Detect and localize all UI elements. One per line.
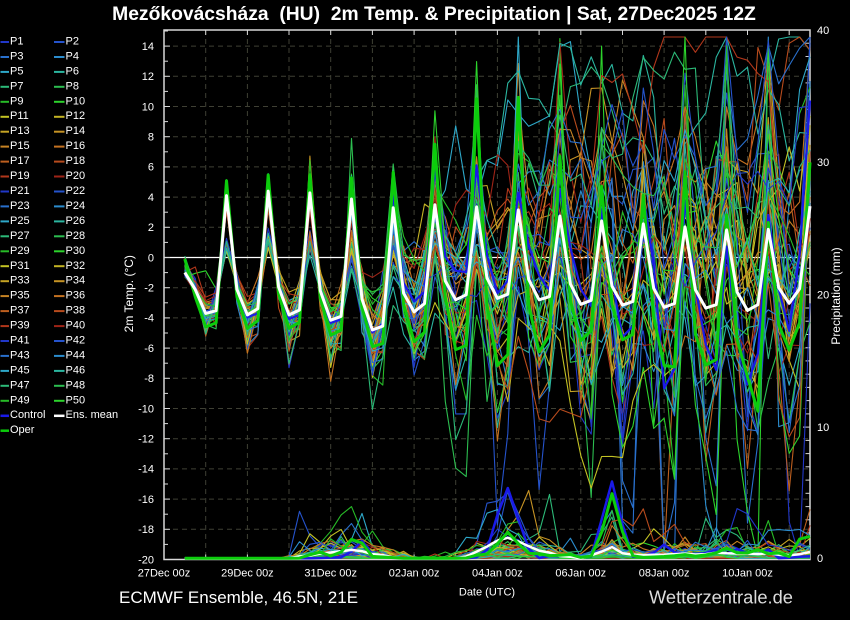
svg-text:-10: -10: [138, 403, 154, 415]
svg-text:P26: P26: [66, 215, 86, 227]
svg-text:P45: P45: [10, 364, 30, 376]
svg-text:P33: P33: [10, 275, 30, 287]
svg-text:Wetterzentrale.de: Wetterzentrale.de: [649, 587, 793, 608]
svg-text:P23: P23: [10, 200, 30, 212]
svg-text:-20: -20: [138, 554, 154, 566]
svg-text:8: 8: [148, 132, 154, 144]
svg-text:P15: P15: [10, 140, 30, 152]
svg-text:-12: -12: [138, 434, 154, 446]
svg-text:-8: -8: [144, 373, 154, 385]
svg-text:P7: P7: [10, 80, 23, 92]
svg-text:4: 4: [148, 192, 154, 204]
svg-text:06Jan 00z: 06Jan 00z: [555, 568, 606, 580]
svg-text:P25: P25: [10, 215, 30, 227]
svg-text:30: 30: [817, 157, 829, 169]
svg-text:P8: P8: [66, 80, 79, 92]
svg-text:P37: P37: [10, 305, 30, 317]
svg-text:P31: P31: [10, 260, 30, 272]
svg-text:P44: P44: [66, 349, 86, 361]
svg-text:27Dec 00z: 27Dec 00z: [138, 568, 191, 580]
svg-text:Date (UTC): Date (UTC): [459, 587, 515, 599]
svg-text:P49: P49: [10, 394, 30, 406]
svg-text:P27: P27: [10, 230, 30, 242]
svg-text:Ens. mean: Ens. mean: [66, 409, 119, 421]
svg-text:0: 0: [148, 252, 154, 264]
svg-text:-6: -6: [144, 343, 154, 355]
svg-text:P40: P40: [66, 320, 86, 332]
svg-text:P19: P19: [10, 170, 30, 182]
svg-text:P9: P9: [10, 95, 23, 107]
svg-text:-2: -2: [144, 283, 154, 295]
svg-text:31Dec 00z: 31Dec 00z: [304, 568, 357, 580]
svg-text:04Jan 00z: 04Jan 00z: [472, 568, 523, 580]
svg-text:P18: P18: [66, 155, 86, 167]
svg-text:-4: -4: [144, 313, 154, 325]
svg-text:P38: P38: [66, 305, 86, 317]
svg-text:P32: P32: [66, 260, 86, 272]
svg-text:P46: P46: [66, 364, 86, 376]
svg-text:08Jan 00z: 08Jan 00z: [639, 568, 690, 580]
svg-text:10: 10: [142, 101, 154, 113]
svg-text:P29: P29: [10, 245, 30, 257]
svg-text:P30: P30: [66, 245, 86, 257]
svg-text:P10: P10: [66, 95, 86, 107]
svg-text:P21: P21: [10, 185, 30, 197]
svg-text:10: 10: [817, 422, 829, 434]
svg-text:6: 6: [148, 162, 154, 174]
svg-text:P34: P34: [66, 275, 86, 287]
svg-text:12: 12: [142, 71, 154, 83]
svg-text:P5: P5: [10, 65, 23, 77]
svg-text:P13: P13: [10, 125, 30, 137]
svg-text:14: 14: [142, 41, 154, 53]
svg-text:Mezőkovácsháza (HU) 2m Temp.: Mezőkovácsháza (HU) 2m Temp. & Precipita…: [112, 4, 756, 25]
svg-text:0: 0: [817, 553, 823, 565]
svg-text:P47: P47: [10, 379, 30, 391]
svg-text:P6: P6: [66, 65, 79, 77]
svg-text:P42: P42: [66, 335, 86, 347]
svg-text:P48: P48: [66, 379, 86, 391]
svg-text:29Dec 00z: 29Dec 00z: [221, 568, 274, 580]
svg-text:P28: P28: [66, 230, 86, 242]
svg-text:Precipitation (mm): Precipitation (mm): [829, 247, 843, 344]
svg-text:Oper: Oper: [10, 424, 35, 436]
svg-text:2m Temp. (°C): 2m Temp. (°C): [122, 255, 136, 332]
svg-text:P35: P35: [10, 290, 30, 302]
svg-text:P12: P12: [66, 110, 86, 122]
svg-text:P17: P17: [10, 155, 30, 167]
svg-text:-14: -14: [138, 464, 154, 476]
svg-text:02Jan 00z: 02Jan 00z: [389, 568, 440, 580]
svg-text:40: 40: [817, 25, 829, 37]
svg-text:P22: P22: [66, 185, 86, 197]
svg-text:P36: P36: [66, 290, 86, 302]
svg-text:P4: P4: [66, 51, 79, 63]
svg-text:P11: P11: [10, 110, 29, 122]
svg-text:Control: Control: [10, 409, 45, 421]
svg-text:ECMWF Ensemble, 46.5N, 21E: ECMWF Ensemble, 46.5N, 21E: [119, 588, 358, 607]
svg-text:P14: P14: [66, 125, 86, 137]
svg-text:2: 2: [148, 222, 154, 234]
svg-text:-18: -18: [138, 524, 154, 536]
svg-text:P41: P41: [10, 335, 30, 347]
svg-text:-16: -16: [138, 494, 154, 506]
svg-text:10Jan 00z: 10Jan 00z: [722, 568, 773, 580]
svg-text:P20: P20: [66, 170, 86, 182]
svg-text:P2: P2: [66, 36, 79, 48]
svg-text:P39: P39: [10, 320, 30, 332]
svg-text:P50: P50: [66, 394, 86, 406]
svg-text:20: 20: [817, 290, 829, 302]
svg-text:P24: P24: [66, 200, 86, 212]
svg-text:P1: P1: [10, 36, 23, 48]
svg-text:P43: P43: [10, 349, 30, 361]
svg-text:P16: P16: [66, 140, 86, 152]
svg-text:P3: P3: [10, 51, 23, 63]
